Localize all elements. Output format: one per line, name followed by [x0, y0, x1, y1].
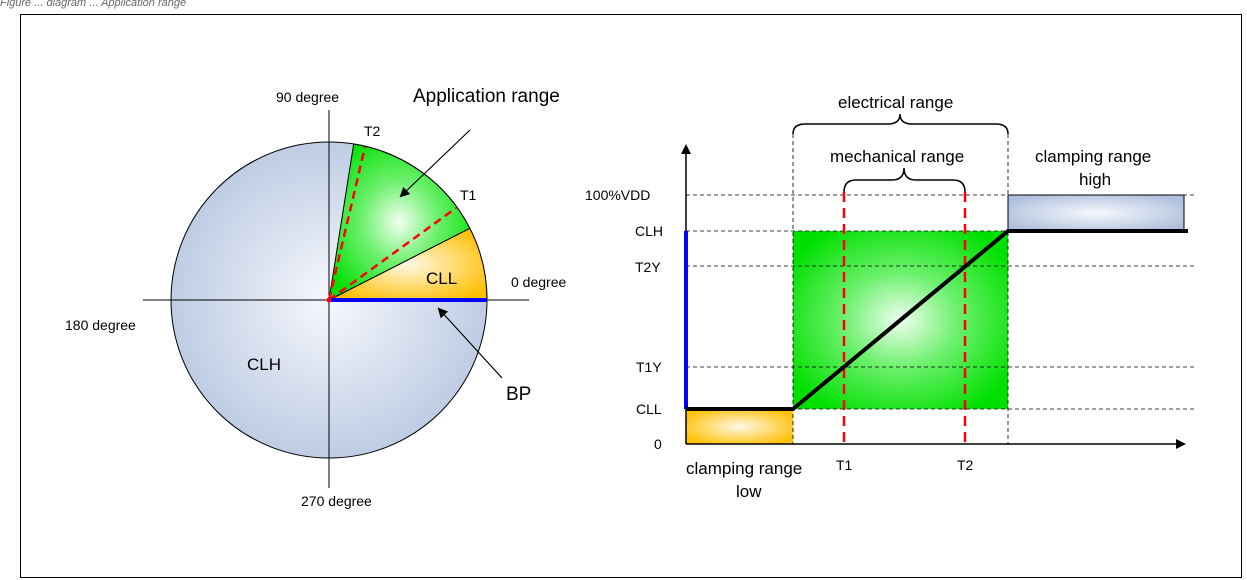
- label-t2-left: T2: [364, 123, 381, 139]
- label-90-degree: 90 degree: [276, 89, 339, 105]
- y-label-t1y: T1Y: [636, 359, 662, 375]
- x-label-t1: T1: [836, 457, 853, 473]
- transfer-curve: [686, 229, 1188, 411]
- label-clamping-high-2: high: [1079, 170, 1111, 189]
- label-180-degree: 180 degree: [65, 317, 136, 333]
- bp-pointer: [437, 307, 503, 379]
- transfer-diagram: electrical range mechanical range clampi…: [585, 93, 1196, 501]
- mechanical-range-brace: [843, 167, 966, 193]
- application-range-pointer: [399, 129, 471, 198]
- x-label-t2: T2: [957, 457, 974, 473]
- origin-dot: [326, 297, 332, 303]
- t2-dashed-line: [327, 146, 367, 301]
- label-electrical-range: electrical range: [838, 93, 953, 112]
- label-0-degree: 0 degree: [511, 274, 566, 290]
- clamping-range-low-box: [686, 409, 793, 444]
- label-clamping-low-1: clamping range: [686, 459, 802, 478]
- y-label-cll: CLL: [636, 401, 662, 417]
- y-label-zero: 0: [654, 436, 662, 452]
- label-clh-left: CLH: [247, 355, 281, 374]
- angle-diagram: 90 degree Application range T2 T1 CLL 0 …: [65, 86, 566, 509]
- y-label-clh: CLH: [635, 223, 663, 239]
- label-bp: BP: [506, 384, 531, 405]
- t1-dashed-line: [328, 206, 457, 302]
- label-application-range: Application range: [413, 86, 560, 107]
- label-mechanical-range: mechanical range: [830, 147, 964, 166]
- label-cll-left: CLL: [426, 269, 457, 288]
- label-clamping-high-1: clamping range: [1035, 147, 1151, 166]
- y-label-100vdd: 100%VDD: [585, 187, 650, 203]
- figure-caption: Figure ... diagram ... Application range: [0, 0, 187, 9]
- electrical-range-brace: [792, 113, 1009, 135]
- label-t1-left: T1: [460, 187, 477, 203]
- label-270-degree: 270 degree: [301, 493, 372, 509]
- y-label-t2y: T2Y: [635, 259, 661, 275]
- application-range-sector: [328, 143, 471, 301]
- clamping-range-high-box: [1007, 194, 1185, 232]
- figure-frame: [20, 14, 1242, 578]
- label-clamping-low-2: low: [736, 482, 762, 501]
